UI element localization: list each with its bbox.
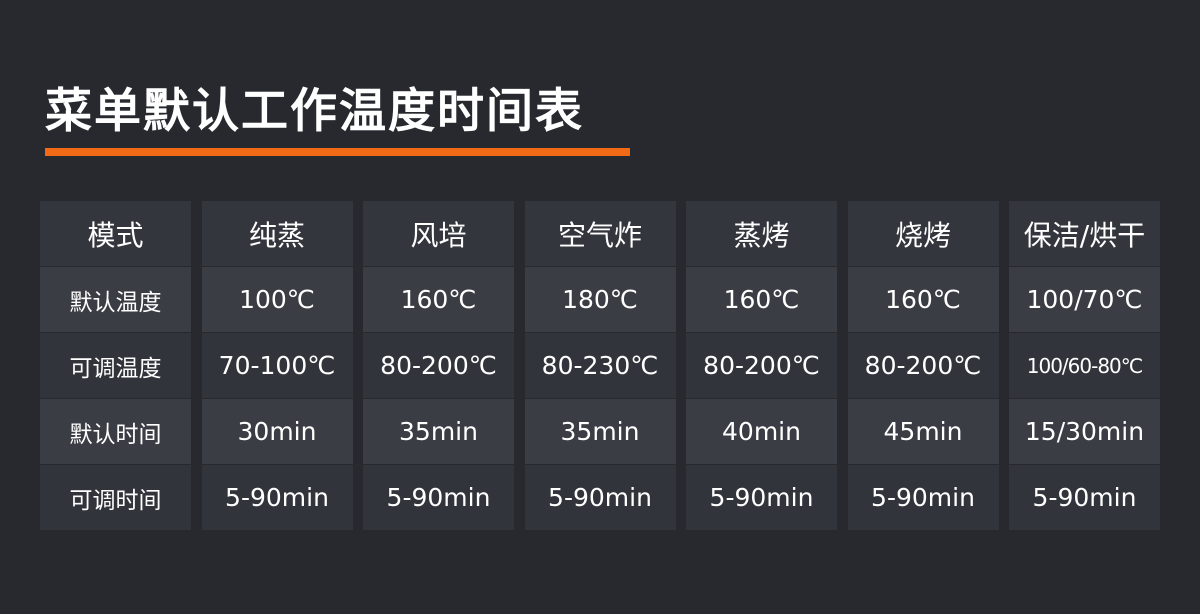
table-cell: 80-200℃ [686, 333, 837, 398]
row-label: 默认时间 [40, 399, 191, 464]
table-cell: 160℃ [363, 267, 514, 332]
header-cell: 空气炸 [524, 201, 676, 266]
table-cell: 100℃ [201, 267, 353, 332]
header-cell: 纯蒸 [201, 201, 353, 266]
table-cell: 100/70℃ [1009, 267, 1160, 332]
table-cell: 35min [524, 399, 676, 464]
row-label: 可调温度 [40, 333, 191, 398]
table-cell: 35min [363, 399, 514, 464]
table-cell: 160℃ [686, 267, 837, 332]
row-label: 默认温度 [40, 267, 191, 332]
table-cell: 15/30min [1009, 399, 1160, 464]
table-cell: 5-90min [363, 465, 514, 530]
header-cell: 保洁/烘干 [1009, 201, 1160, 266]
title-underline [45, 148, 630, 156]
table-cell: 30min [201, 399, 353, 464]
table-cell: 45min [847, 399, 999, 464]
table-cell: 5-90min [524, 465, 676, 530]
table-cell: 180℃ [524, 267, 676, 332]
table-cell: 100/60-80℃ [1009, 333, 1160, 398]
header-cell: 风培 [363, 201, 514, 266]
table-cell: 5-90min [1009, 465, 1160, 530]
table-cell: 160℃ [847, 267, 999, 332]
header-cell: 烧烤 [847, 201, 999, 266]
table-cell: 5-90min [686, 465, 837, 530]
page-title: 菜单默认工作温度时间表 [45, 84, 584, 139]
table-cell: 80-200℃ [363, 333, 514, 398]
table-cell: 5-90min [201, 465, 353, 530]
table-cell: 5-90min [847, 465, 999, 530]
table-cell: 40min [686, 399, 837, 464]
header-cell: 模式 [40, 201, 191, 266]
table-cell: 80-230℃ [524, 333, 676, 398]
row-label: 可调时间 [40, 465, 191, 530]
table-cell: 80-200℃ [847, 333, 999, 398]
header-cell: 蒸烤 [686, 201, 837, 266]
table-cell: 70-100℃ [201, 333, 353, 398]
menu-settings-table: 模式 纯蒸 风培 空气炸 蒸烤 烧烤 保洁/烘干 默认温度 100℃ 160℃ 180℃ 160℃ 16… [40, 201, 1160, 530]
